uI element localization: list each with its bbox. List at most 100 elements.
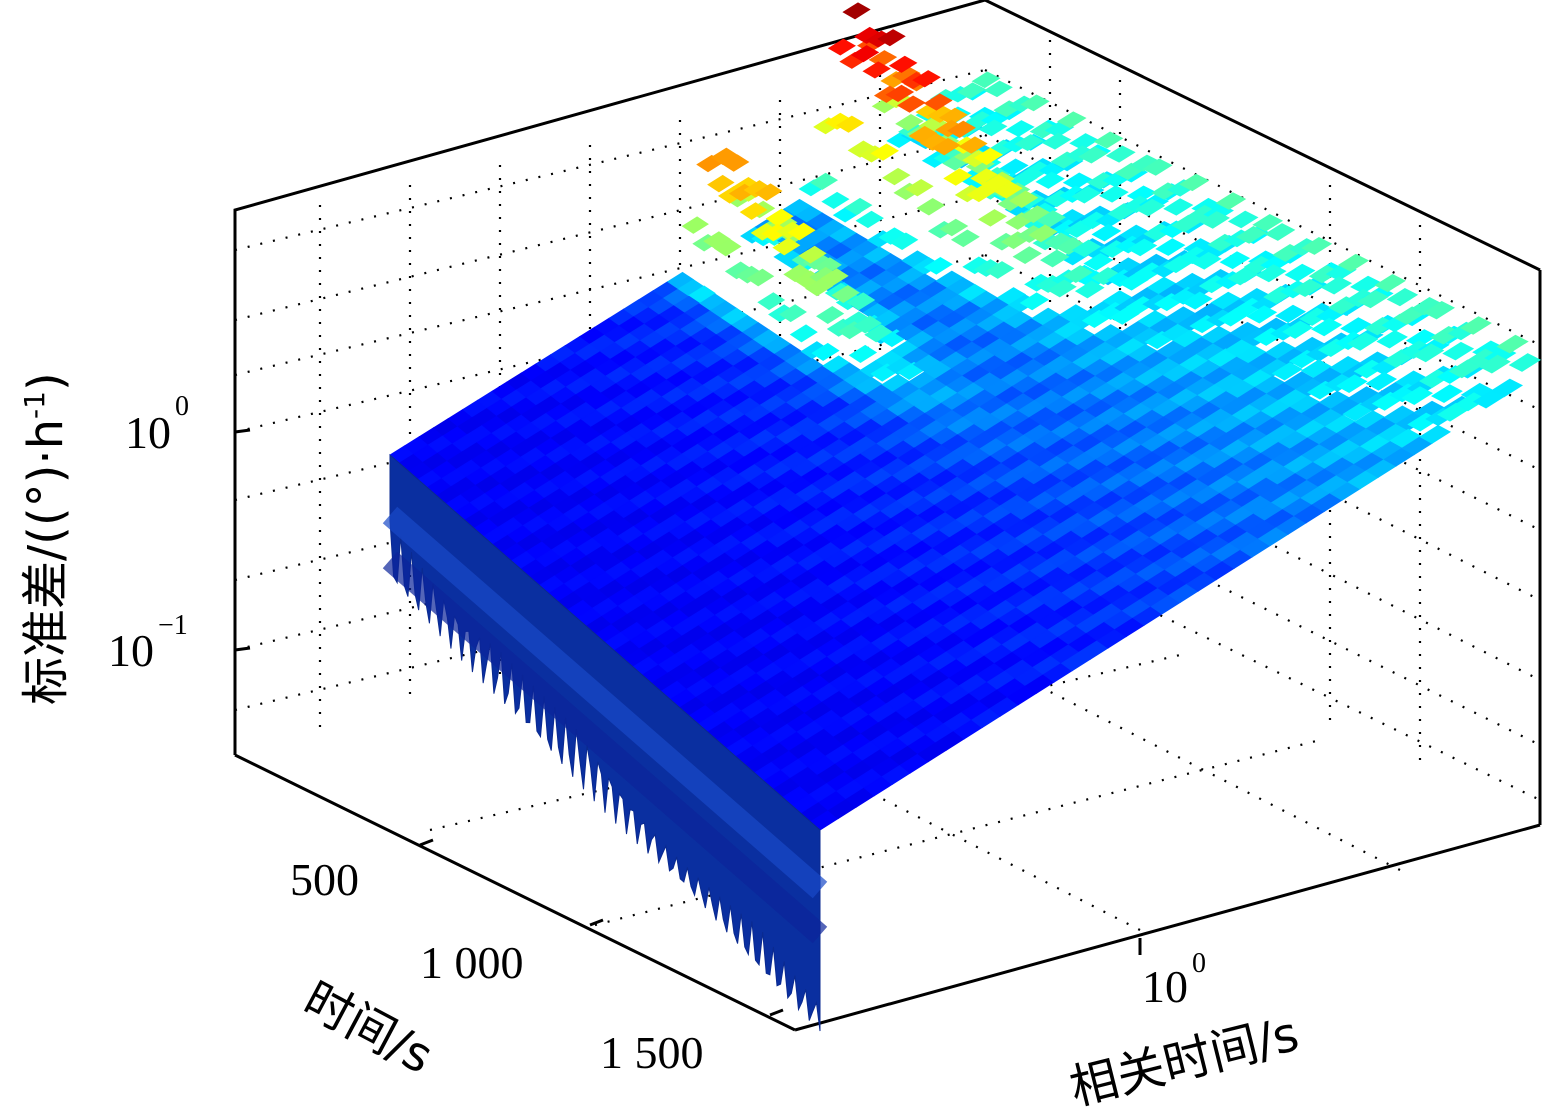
surface-cell [862, 61, 891, 79]
x-tick-labels: 500 1 000 1 500 [290, 854, 704, 1078]
surface-cell [1389, 428, 1422, 448]
surface-cell [1191, 251, 1222, 270]
surface-cell [765, 208, 794, 227]
surface-cell [999, 158, 1029, 176]
surface-cell [853, 315, 882, 334]
surface-cell [1401, 386, 1434, 405]
surface-cell [1431, 384, 1463, 404]
surface-cell [895, 114, 924, 131]
surface-cell [1091, 223, 1122, 242]
surface-cell [897, 95, 926, 113]
surface-cell [1284, 263, 1316, 282]
surface-cell [1376, 330, 1408, 349]
surface-cell [1496, 334, 1529, 354]
axes-frame [233, 0, 1542, 1032]
surface-cell [1142, 158, 1173, 176]
surface-cell [983, 80, 1013, 98]
surface-cell [1012, 246, 1042, 264]
surface-cell [1227, 210, 1259, 229]
z-tick-label-0: 10 [108, 625, 154, 676]
surface-cell [1009, 190, 1039, 209]
surface-cell [985, 261, 1015, 279]
surface-cell [787, 222, 816, 241]
surface-cell [1215, 192, 1247, 210]
surface-cell [1320, 276, 1353, 295]
surface-cell [1057, 111, 1087, 129]
y-axis-label: 相关时间/s [1064, 1006, 1304, 1117]
surface-cell [757, 292, 786, 311]
surface-cell [1093, 131, 1124, 149]
surface-cell [1028, 224, 1058, 243]
surface-cell [739, 202, 768, 220]
surface-cell [789, 324, 818, 343]
surface-cell [958, 136, 988, 154]
surface-cell [1071, 239, 1102, 258]
surface-cell [1478, 354, 1511, 374]
surface-cell [1098, 185, 1129, 203]
surface-cell [1062, 172, 1093, 190]
z-tick-label-1-exp: 0 [175, 391, 189, 422]
surface-cell [1246, 305, 1278, 324]
surface-cell [842, 2, 871, 20]
surface-cell [1078, 146, 1108, 164]
surface-cell [1182, 291, 1213, 310]
surface-cell [1442, 341, 1475, 361]
surface-cell [1336, 374, 1368, 393]
surface-cell [1071, 186, 1102, 204]
surface-cell [882, 167, 911, 186]
surface-cell [1074, 280, 1105, 299]
surface-cell [1199, 211, 1230, 229]
surface-skirt-band [382, 551, 828, 944]
surface-cell [1127, 238, 1158, 257]
surface-cell [820, 268, 849, 287]
surface-cell [1179, 173, 1210, 192]
surface-cell [1301, 237, 1333, 255]
surface-cell [707, 174, 735, 193]
surface-cell [908, 125, 938, 144]
surface-cell [864, 324, 893, 343]
surface-cell [1264, 223, 1296, 241]
surface-cell [1490, 378, 1524, 398]
surface-cell [1252, 213, 1284, 232]
surface-cell [1337, 253, 1370, 272]
surface-cell [1020, 94, 1050, 112]
surface-cell [1340, 317, 1372, 336]
surface-cell [746, 268, 775, 287]
z-axis-label-close: ) [18, 372, 74, 391]
surface-cell [1135, 198, 1166, 217]
surface-cell [912, 70, 941, 88]
surface-cell [1357, 290, 1389, 309]
surface-cell [1035, 171, 1065, 189]
surface-cell [1275, 304, 1307, 323]
surface-cell [916, 198, 946, 216]
surface-cell [993, 181, 1023, 199]
surface-cell [956, 82, 986, 100]
surface-cell [938, 107, 968, 125]
surface-cell [923, 257, 953, 275]
surface-cell [1236, 226, 1267, 244]
surface-cell [950, 229, 980, 248]
y-tick-label-0-exp: 0 [1192, 948, 1206, 979]
surface-cell [688, 285, 716, 304]
surface-cell [827, 38, 856, 56]
surface-cell [1005, 120, 1035, 137]
surface-cell [809, 172, 839, 190]
surface-cell [1365, 372, 1398, 391]
surface-cell [844, 197, 873, 216]
surface-cell [947, 120, 976, 139]
surface-cell [889, 232, 919, 250]
surface-cell [1227, 267, 1258, 286]
surface-cell [1374, 273, 1406, 293]
y-tick-label-0: 10 [1142, 961, 1188, 1012]
z-tick-label-1: 10 [125, 407, 171, 458]
surface-cell [1105, 145, 1136, 163]
surface-cell [721, 154, 750, 172]
surface-cell [821, 191, 850, 210]
surface-cell [885, 84, 915, 102]
surface-cell [1419, 424, 1451, 444]
surface-cell [855, 210, 884, 229]
z-axis-label: 标准差/((°)·h-1) [18, 372, 74, 705]
surface-cell [923, 93, 953, 111]
surface-cell [973, 147, 1004, 166]
